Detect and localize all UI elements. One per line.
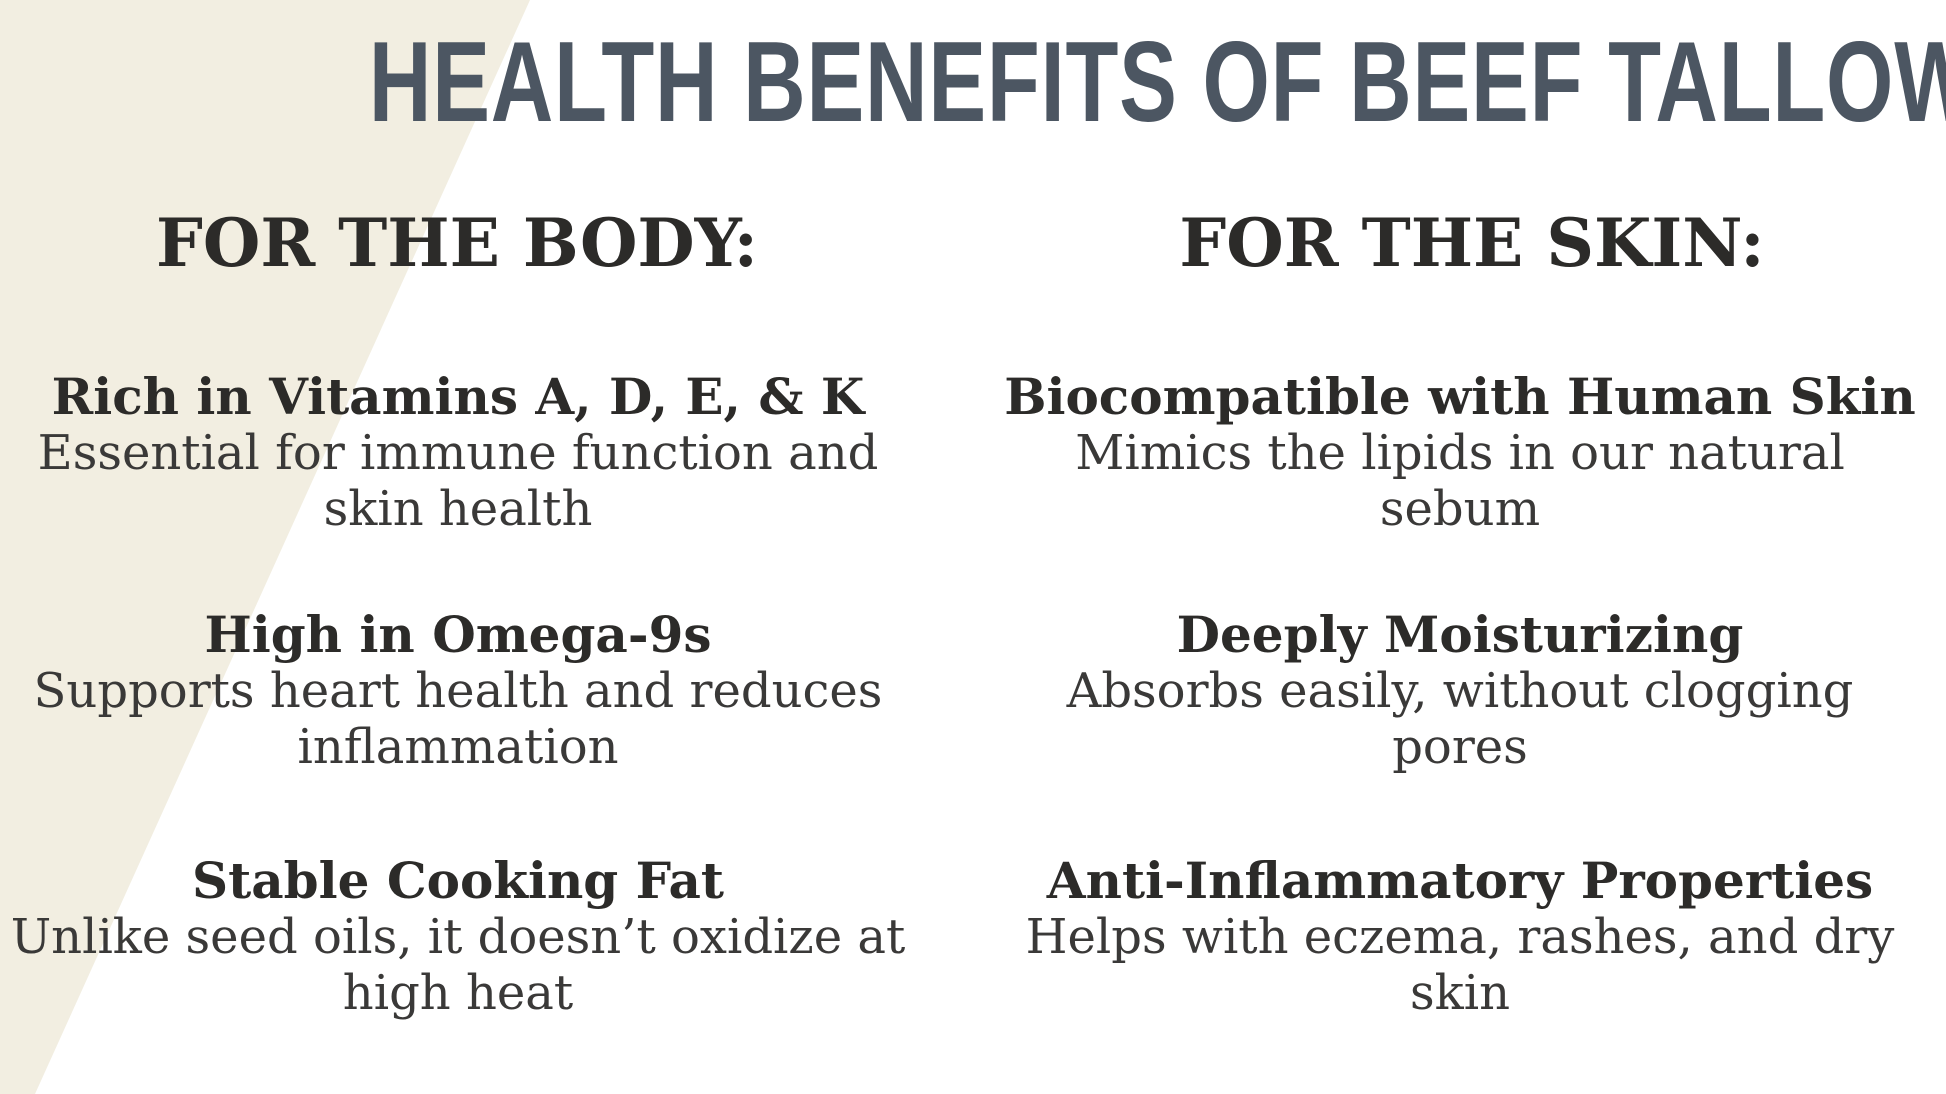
benefit-description: Mimics the lipids in our natural sebum [1075, 425, 1845, 537]
benefit-item-moisturizing: Deeply Moisturizing Absorbs easily, with… [960, 605, 1946, 776]
benefit-item-stable-cooking-fat: Stable Cooking Fat Unlike seed oils, it … [0, 851, 958, 1022]
benefit-title: High in Omega-9s [204, 605, 712, 664]
benefit-item-omega9: High in Omega-9s Supports heart health a… [0, 605, 958, 776]
benefit-item-biocompatible: Biocompatible with Human Skin Mimics the… [960, 367, 1946, 538]
benefit-title: Biocompatible with Human Skin [1004, 367, 1916, 426]
page-title: HEALTH BENEFITS OF BEEF TALLOW [115, 26, 1946, 140]
benefit-title: Stable Cooking Fat [192, 851, 724, 910]
benefit-description: Absorbs easily, without clogging pores [1066, 663, 1854, 775]
benefit-description: Supports heart health and reduces inflam… [33, 663, 883, 775]
benefit-item-anti-inflammatory: Anti-Inflammatory Properties Helps with … [960, 851, 1946, 1022]
benefit-description: Essential for immune function and skin h… [37, 425, 879, 537]
benefit-title: Anti-Inflammatory Properties [1046, 851, 1874, 910]
benefit-description: Helps with eczema, rashes, and dry skin [1025, 909, 1895, 1021]
benefit-title: Rich in Vitamins A, D, E, & K [51, 367, 865, 426]
page-title-text: HEALTH BENEFITS OF BEEF TALLOW [368, 19, 1946, 146]
column-header-body: FOR THE BODY: [156, 204, 758, 282]
benefit-title: Deeply Moisturizing [1176, 605, 1744, 664]
benefit-description: Unlike seed oils, it doesn’t oxidize at … [10, 909, 906, 1021]
column-header-skin: FOR THE SKIN: [1179, 204, 1765, 282]
benefit-item-vitamins: Rich in Vitamins A, D, E, & K Essential … [0, 367, 958, 538]
